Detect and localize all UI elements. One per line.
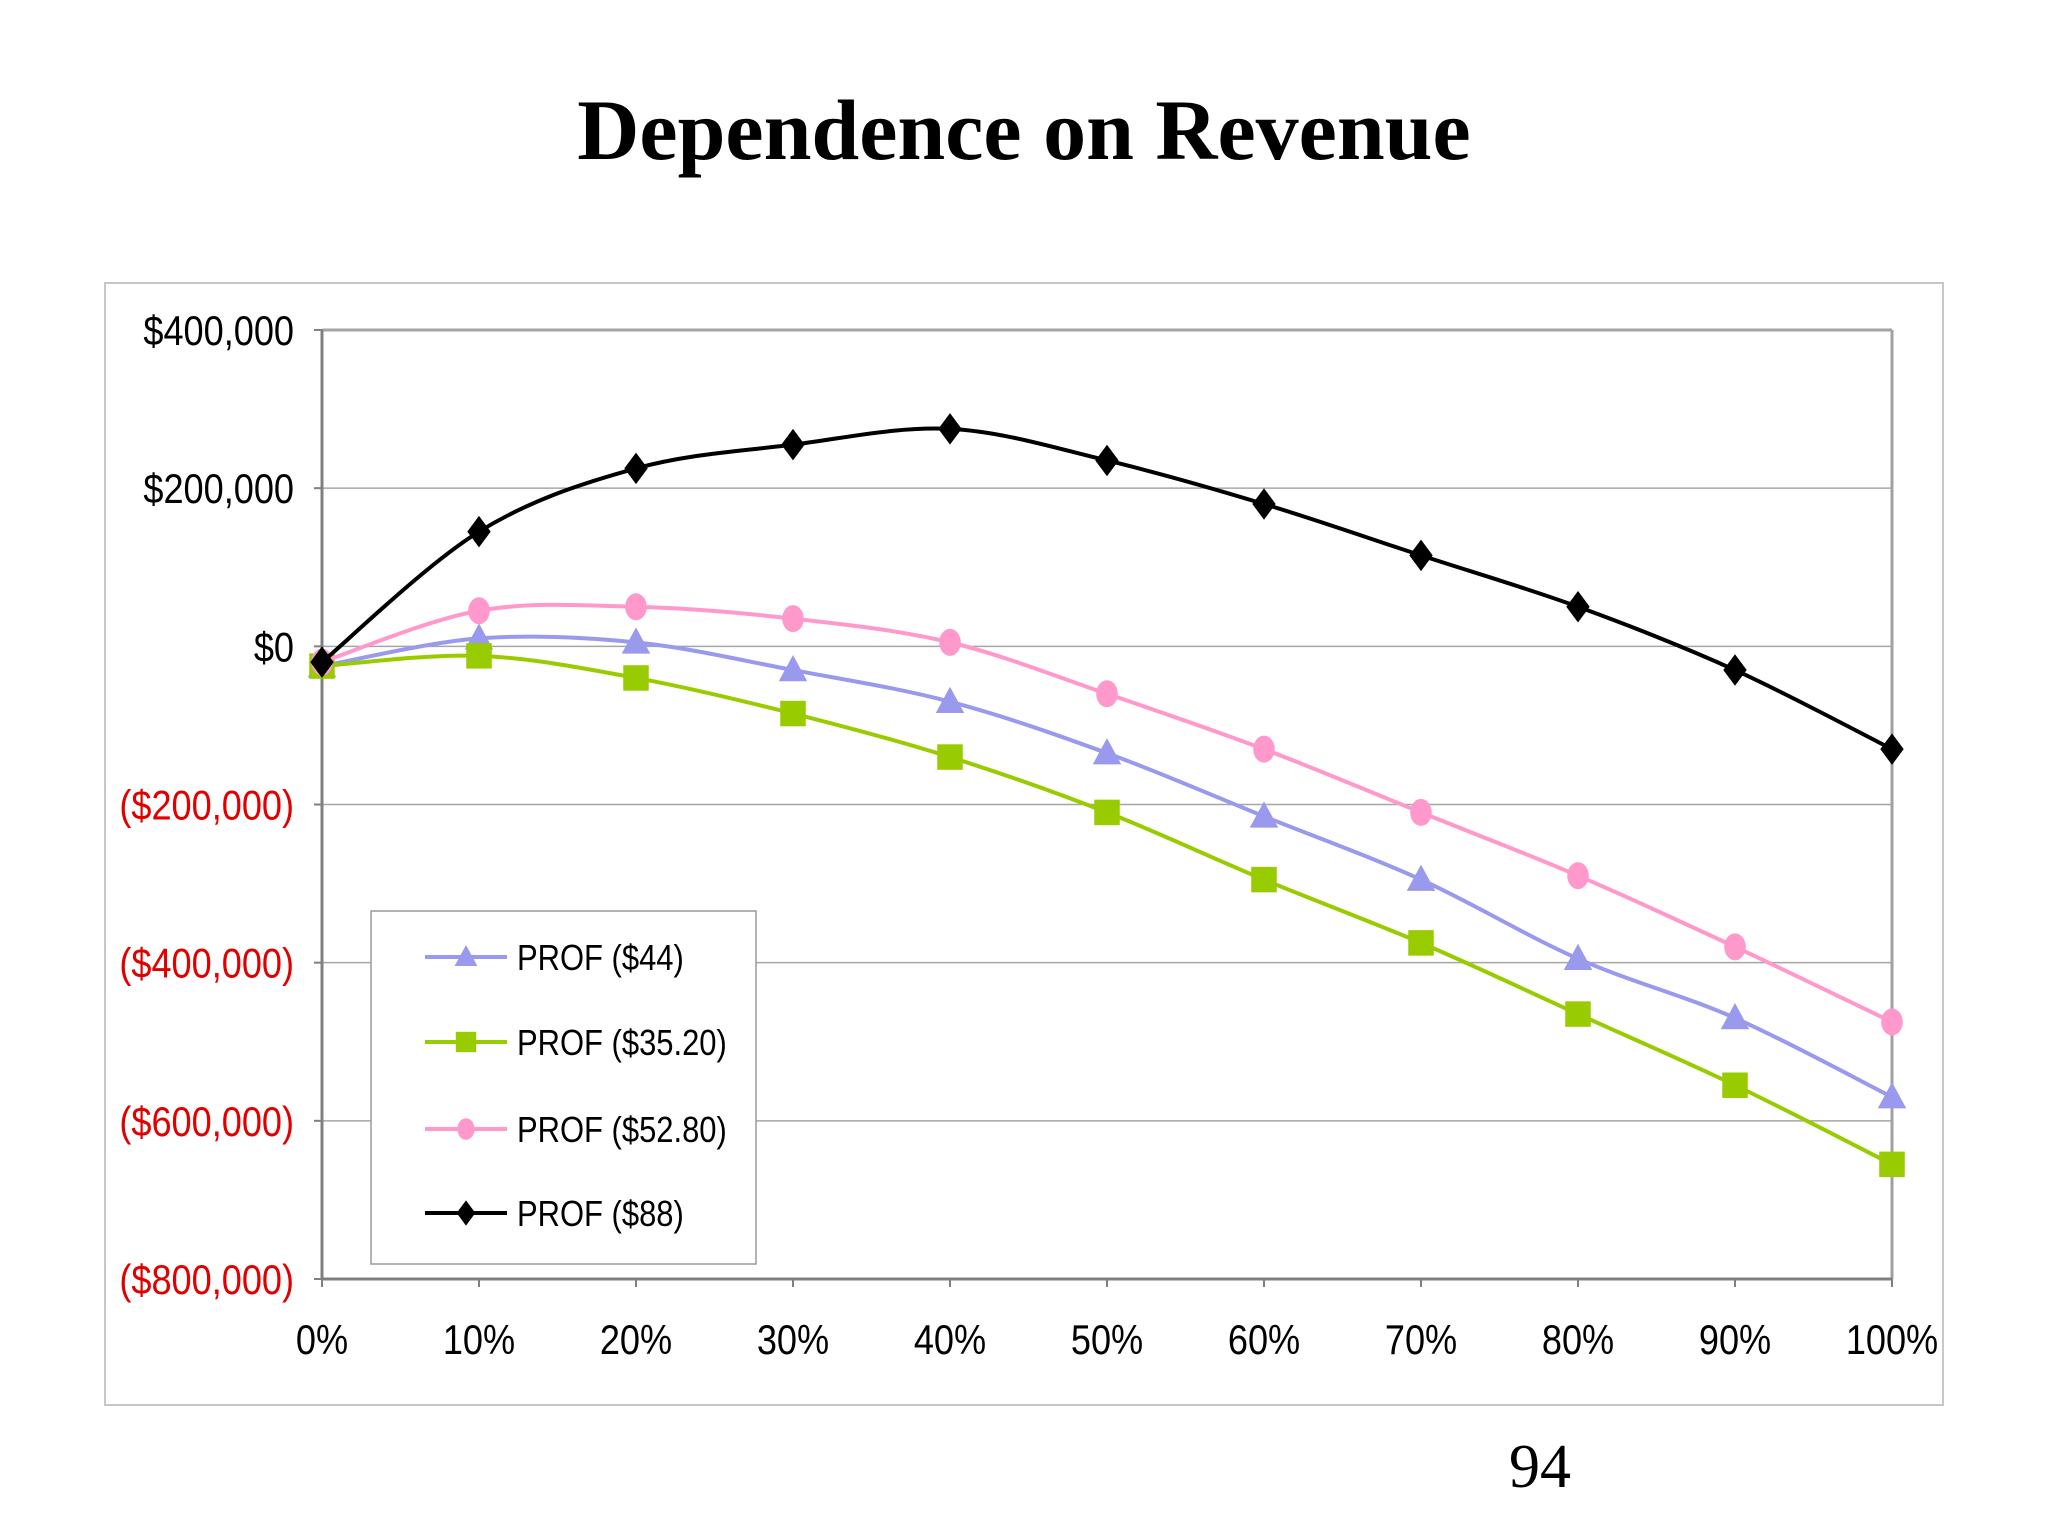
series-line-prof-35-20 (321, 653, 1893, 1167)
x-tick-label: 0% (296, 1318, 348, 1364)
x-tick-label: 60% (1228, 1318, 1300, 1364)
y-tick-label: ($800,000) (119, 1258, 294, 1304)
x-tick-label: 10% (443, 1318, 515, 1364)
legend-marker-prof-44 (454, 945, 478, 966)
data-point-prof-52-80 (939, 628, 961, 656)
data-point-prof-44 (621, 627, 651, 654)
data-point-prof-35-20 (1094, 799, 1120, 826)
legend-label: PROF ($44) (517, 939, 684, 979)
slide-title: Dependence on Revenue (577, 82, 1471, 178)
data-point-prof-35-20 (780, 700, 806, 727)
data-point-prof-88 (1095, 444, 1119, 477)
data-point-prof-52-80 (1410, 798, 1432, 826)
data-point-prof-44 (778, 655, 808, 682)
legend-label: PROF ($88) (517, 1195, 684, 1235)
y-tick-label: ($400,000) (119, 941, 294, 987)
x-tick-label: 40% (914, 1318, 986, 1364)
y-tick-label: ($600,000) (119, 1099, 294, 1145)
data-point-prof-52-80 (1096, 680, 1118, 708)
data-point-prof-88 (310, 646, 334, 678)
y-tick-label: $0 (254, 625, 294, 671)
data-point-prof-52-80 (1253, 735, 1275, 763)
data-point-prof-88 (1566, 591, 1590, 623)
series-line-prof-44 (321, 634, 1893, 1099)
data-point-prof-88 (1723, 654, 1747, 686)
x-tick-label: 50% (1071, 1318, 1143, 1364)
data-point-prof-52-80 (1567, 862, 1589, 890)
data-point-prof-44 (1092, 738, 1122, 765)
data-point-prof-35-20 (466, 643, 492, 669)
data-point-prof-35-20 (1879, 1151, 1905, 1178)
data-point-prof-52-80 (625, 593, 647, 621)
data-point-prof-44 (1406, 864, 1436, 891)
data-point-prof-35-20 (937, 744, 963, 770)
data-point-prof-35-20 (1722, 1072, 1748, 1098)
legend-marker-prof-52-80 (457, 1118, 475, 1140)
data-point-prof-44 (935, 686, 965, 713)
data-point-prof-44 (1249, 801, 1279, 828)
page-number: 94 (1509, 1433, 1571, 1501)
data-point-prof-35-20 (623, 665, 649, 691)
y-tick-label: $200,000 (143, 467, 294, 513)
x-tick-label: 70% (1385, 1318, 1457, 1364)
data-point-prof-52-80 (468, 597, 490, 625)
y-tick-label: $400,000 (143, 309, 294, 355)
data-point-prof-35-20 (1251, 866, 1277, 893)
data-point-prof-88 (1409, 539, 1433, 572)
data-point-prof-88 (1252, 488, 1276, 520)
data-point-prof-88 (467, 515, 491, 548)
data-point-prof-88 (624, 452, 648, 485)
legend-label: PROF ($52.80) (517, 1111, 727, 1151)
data-point-prof-44 (1563, 943, 1593, 970)
x-tick-label: 90% (1699, 1318, 1771, 1364)
legend-box (370, 910, 757, 1265)
data-point-prof-52-80 (1724, 933, 1746, 961)
legend-label: PROF ($35.20) (517, 1024, 727, 1064)
x-tick-label: 80% (1542, 1318, 1614, 1364)
x-tick-label: 100% (1846, 1318, 1938, 1364)
data-point-prof-44 (1720, 1003, 1750, 1030)
legend-marker-prof-35-20 (455, 1031, 477, 1053)
line-chart: $400,000 $200,000 $0 ($200,000) ($400,000) ($… (119, 309, 1938, 1364)
data-point-prof-52-80 (782, 605, 804, 633)
data-point-prof-88 (938, 413, 962, 445)
data-point-prof-88 (1880, 733, 1904, 765)
data-point-prof-44 (1877, 1082, 1907, 1109)
data-point-prof-35-20 (1565, 1001, 1591, 1027)
chart-frame: $400,000 $200,000 $0 ($200,000) ($400,000) ($… (104, 282, 1944, 1406)
y-tick-label: ($200,000) (119, 783, 294, 829)
x-tick-label: 30% (757, 1318, 829, 1364)
data-point-prof-35-20 (1408, 930, 1434, 956)
x-tick-label: 20% (600, 1318, 672, 1364)
data-point-prof-52-80 (1881, 1008, 1903, 1036)
series-line-prof-52-80 (321, 602, 1893, 1024)
data-point-prof-88 (781, 428, 805, 461)
